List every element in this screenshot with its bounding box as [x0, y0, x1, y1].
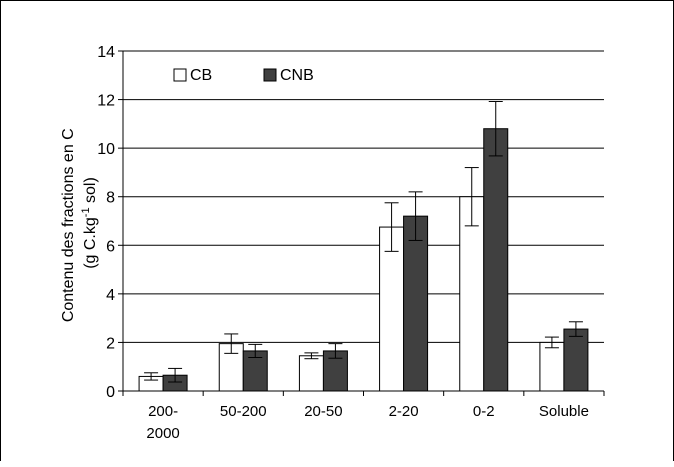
y-tick-label: 8: [106, 190, 115, 207]
y-axis-label-line2: (g C.kg-1 sol): [80, 177, 99, 269]
bar-cnb: [483, 128, 509, 392]
x-tick-label: 2-20: [389, 403, 419, 420]
y-tick-label: 10: [97, 141, 115, 158]
legend-label-cb: CB: [190, 67, 212, 84]
legend-label-cnb: CNB: [280, 67, 314, 84]
x-tick-label: 200-: [148, 403, 178, 420]
x-tick-label: 2000: [146, 425, 179, 442]
legend-swatch-cnb: [263, 68, 277, 82]
y-tick-label: 2: [106, 335, 115, 352]
y-tick-label: 12: [97, 93, 115, 110]
y-tick-label: 0: [106, 384, 115, 401]
x-tick-label: 50-200: [220, 403, 267, 420]
y-axis-label: Contenu des fractions en C (g C.kg-1 sol…: [60, 124, 99, 322]
bar-cnb: [403, 215, 429, 392]
y-tick-labels: 0 2 4 6 8 10 12 14: [97, 44, 115, 401]
y-axis-label-suffix: sol): [82, 177, 99, 207]
legend: CB CNB: [173, 67, 314, 84]
x-tick-labels: 200- 2000 50-200 20-50 2-20 0-2 Soluble: [146, 403, 589, 442]
x-tick-label: 20-50: [304, 403, 342, 420]
x-tick-label: 0-2: [473, 403, 495, 420]
y-axis-label-exponent: -1: [80, 207, 92, 217]
bars: [138, 128, 589, 392]
y-axis-label-line1: Contenu des fractions en C: [60, 128, 77, 322]
axes: [118, 50, 605, 396]
y-tick-label: 14: [97, 44, 115, 61]
x-tick-label: Soluble: [539, 403, 589, 420]
y-tick-label: 4: [106, 287, 115, 304]
y-axis-label-unit: (g C.kg: [82, 217, 99, 269]
error-bars: [144, 101, 583, 383]
legend-swatch-cb: [173, 68, 187, 82]
bar-cb: [539, 341, 565, 392]
bar-cb: [298, 355, 324, 392]
bar-cnb: [563, 328, 589, 392]
gridlines: [123, 50, 604, 343]
y-tick-label: 6: [106, 238, 115, 255]
